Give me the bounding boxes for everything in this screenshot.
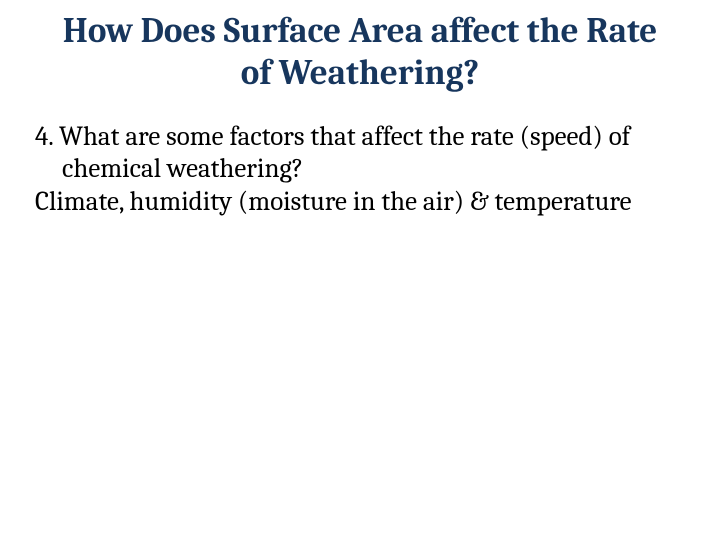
title-line-2: of Weathering?	[241, 52, 479, 93]
answer-4: Climate, humidity (moisture in the air) …	[35, 186, 690, 218]
slide-body: 4. What are some factors that affect the…	[35, 121, 690, 218]
question-4: 4. What are some factors that affect the…	[35, 121, 690, 186]
title-line-1: How Does Surface Area affect the Rate	[63, 10, 658, 51]
slide-title: How Does Surface Area affect the Rate of…	[60, 10, 660, 94]
slide-container: How Does Surface Area affect the Rate of…	[0, 0, 720, 540]
